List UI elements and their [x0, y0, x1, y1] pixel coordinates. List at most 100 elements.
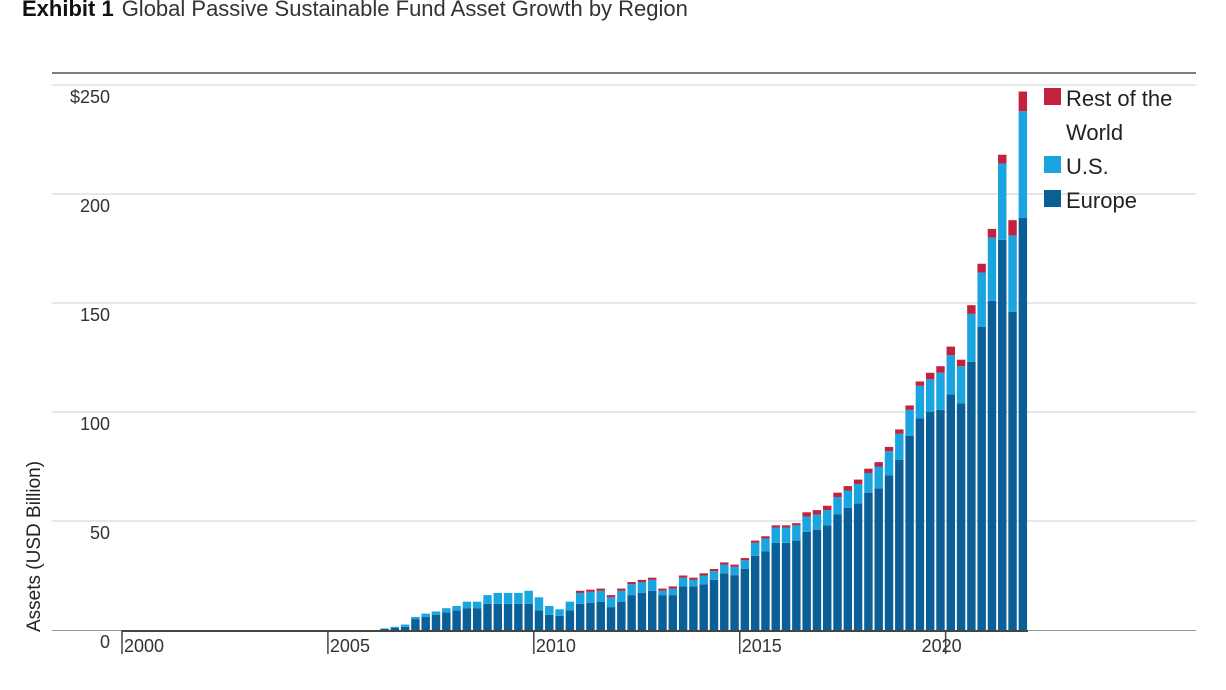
x-tick-label: 2005: [330, 636, 370, 656]
bar-segment: [977, 326, 986, 630]
bar-segment: [380, 628, 389, 629]
bar-segment: [617, 588, 626, 591]
title-text: Global Passive Sustainable Fund Asset Gr…: [121, 0, 688, 21]
bar-segment: [946, 355, 955, 395]
bar-segment: [956, 359, 966, 367]
bar-segment: [853, 479, 863, 484]
bar-segment: [524, 603, 533, 630]
bar-segment: [998, 154, 1007, 164]
bar-segment: [534, 610, 544, 630]
bar-segment: [565, 610, 575, 630]
bar-segment: [380, 628, 389, 630]
bar-segment: [483, 595, 492, 604]
bar-segment: [987, 228, 997, 238]
bar-segment: [781, 527, 791, 543]
bar-segment: [905, 405, 914, 410]
bar-segment: [730, 566, 739, 576]
bar-segment: [699, 573, 708, 576]
bar-segment: [925, 372, 935, 380]
bar-segment: [812, 510, 822, 515]
bar-segment: [514, 592, 523, 604]
bar-segment: [925, 379, 935, 412]
bar-segment: [771, 542, 780, 630]
bar-segment: [709, 571, 719, 580]
bar-segment: [843, 486, 853, 491]
bar-segment: [998, 163, 1007, 240]
bar-segment: [895, 429, 904, 434]
bar-segment: [853, 503, 863, 630]
y-tick-label: 150: [80, 305, 110, 325]
bar-segment: [874, 466, 883, 489]
bar-segment: [740, 560, 750, 569]
bar-segment: [452, 606, 461, 611]
bar-segment: [514, 603, 523, 630]
legend-swatch: [1044, 190, 1061, 207]
x-tick-label: 2015: [742, 636, 782, 656]
bar-segment: [1008, 311, 1017, 630]
bar-segment: [730, 564, 739, 567]
bar-segment: [483, 603, 492, 630]
y-axis: 0 50 100 150 200 $250: [70, 87, 110, 652]
bar-segment: [678, 577, 688, 587]
bar-segment: [431, 614, 441, 630]
bar-segment: [658, 588, 667, 591]
bar-segment: [575, 603, 585, 630]
bar-segment: [442, 608, 451, 613]
bar-segment: [534, 597, 544, 611]
bar-segment: [792, 540, 801, 630]
bar-segment: [524, 590, 533, 604]
bar-segment: [884, 446, 894, 452]
bar-segment: [956, 403, 966, 630]
x-tick-label: 2020: [922, 636, 962, 656]
bar-segment: [895, 433, 904, 460]
legend-swatch: [1044, 88, 1061, 105]
bar-segment: [946, 346, 955, 356]
legend: Rest of the World U.S. Europe: [1044, 86, 1172, 213]
bar-segment: [1018, 217, 1028, 631]
bar-segment: [925, 412, 935, 630]
chart-title: Exhibit 1 Global Passive Sustainable Fund…: [22, 0, 688, 22]
bar-segment: [596, 590, 605, 602]
bar-segment: [998, 239, 1007, 630]
legend-label: Europe: [1066, 188, 1137, 213]
y-tick-label: $250: [70, 87, 110, 107]
bar-segment: [730, 575, 739, 630]
y-axis-label: Assets (USD Billion): [24, 461, 45, 632]
bar-segment: [812, 529, 822, 630]
bar-segment: [936, 372, 945, 410]
bar-segment: [668, 588, 678, 596]
bar-segment: [874, 488, 883, 630]
bar-segment: [812, 514, 822, 530]
bar-segment: [442, 612, 451, 630]
bar-segment: [823, 525, 832, 630]
bar-segment: [905, 435, 914, 630]
bar-segment: [390, 626, 400, 628]
y-tick-label: 200: [80, 196, 110, 216]
bar-segment: [421, 616, 430, 630]
bar-segment: [1008, 220, 1017, 236]
bar-segment: [987, 300, 997, 630]
bar-segment: [967, 313, 976, 362]
bar-segment: [586, 602, 595, 630]
bar-segment: [750, 542, 760, 556]
bar-segment: [884, 451, 894, 476]
bar-segment: [1018, 111, 1028, 218]
bar-segment: [689, 577, 698, 580]
bar-segment: [627, 584, 636, 596]
bar-segment: [596, 588, 605, 591]
x-axis: 2000 2005 2010 2015 2020: [52, 630, 1196, 656]
bar-segment: [400, 624, 410, 627]
bar-segment: [647, 579, 657, 591]
bar-segment: [545, 606, 554, 615]
bar-segment: [936, 366, 945, 373]
bar-segment: [606, 595, 616, 598]
bar-segment: [977, 272, 986, 327]
x-tick-label: 2000: [124, 636, 164, 656]
bar-segment: [761, 551, 770, 630]
bar-segment: [596, 601, 605, 630]
bar-segment: [987, 237, 997, 301]
bar-segment: [792, 523, 801, 526]
bar-segment: [833, 497, 842, 515]
bar-segment: [864, 468, 873, 474]
